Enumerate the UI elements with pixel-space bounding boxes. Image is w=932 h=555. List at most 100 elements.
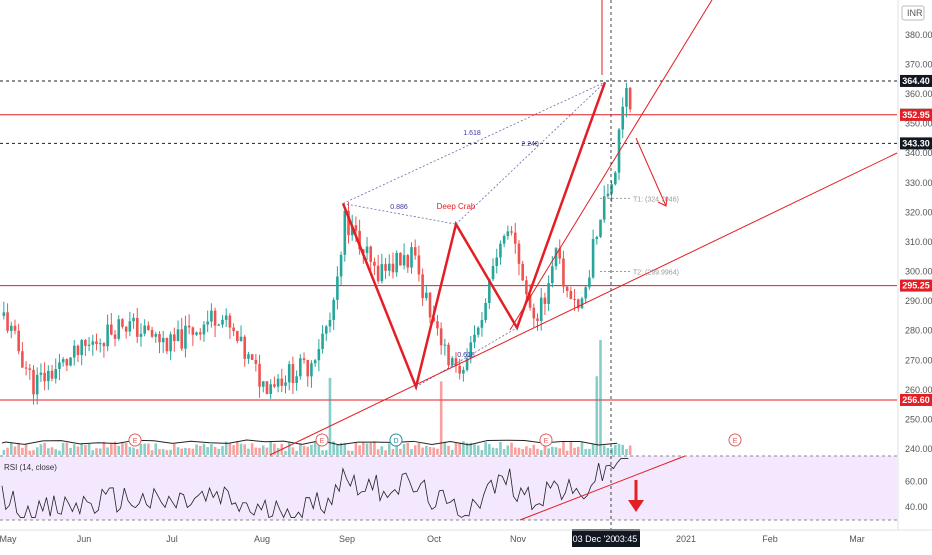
candle-body bbox=[35, 374, 39, 395]
candle-body bbox=[573, 298, 576, 300]
volume-bar bbox=[69, 447, 72, 455]
currency-box[interactable] bbox=[901, 5, 925, 21]
candle-body bbox=[2, 312, 6, 316]
volume-bar bbox=[336, 444, 339, 455]
candle-body bbox=[343, 210, 347, 255]
candle-body bbox=[210, 310, 213, 322]
volume-bar bbox=[9, 442, 13, 455]
candle-body bbox=[350, 225, 354, 236]
volume-bar bbox=[369, 442, 373, 455]
volume-bar bbox=[484, 442, 487, 455]
volume-bar bbox=[35, 447, 39, 455]
volume-bar bbox=[13, 446, 17, 455]
crosshair-date: 03 Dec '20 bbox=[573, 534, 616, 544]
event-marker[interactable] bbox=[539, 433, 553, 447]
candle-body bbox=[291, 364, 295, 383]
volume-bar bbox=[428, 446, 432, 455]
candle-body bbox=[502, 235, 506, 244]
candle-body bbox=[43, 372, 46, 382]
candle-body bbox=[21, 351, 24, 368]
y-tick-label: 370.00 bbox=[905, 59, 932, 69]
volume-bar bbox=[150, 450, 154, 455]
candle-body bbox=[558, 248, 562, 259]
candle-body bbox=[521, 263, 524, 281]
y-tick-label: 240.00 bbox=[905, 444, 932, 454]
candle-body bbox=[621, 106, 625, 130]
candle-body bbox=[488, 279, 491, 304]
candle-body bbox=[373, 261, 376, 266]
candle-body bbox=[17, 330, 20, 352]
candle-body bbox=[106, 324, 109, 347]
candle-body bbox=[499, 243, 502, 258]
event-marker-label: E bbox=[544, 438, 549, 445]
volume-bar bbox=[365, 443, 369, 455]
volume-bar bbox=[195, 444, 198, 455]
volume-bar bbox=[402, 444, 406, 455]
trend-line-upper bbox=[509, 0, 713, 331]
candle-body bbox=[150, 329, 154, 337]
candle-body bbox=[410, 247, 413, 268]
volume-bar bbox=[173, 443, 176, 455]
candle-body bbox=[265, 381, 269, 394]
x-tick-label: Jul bbox=[166, 534, 178, 544]
volume-bar bbox=[436, 448, 439, 455]
candle-body bbox=[584, 287, 587, 299]
volume-bar bbox=[132, 447, 135, 455]
candle-body bbox=[276, 378, 280, 387]
price-tag[interactable]: 295.25 bbox=[900, 279, 932, 292]
candle-body bbox=[336, 276, 339, 300]
volume-bar bbox=[610, 447, 613, 455]
volume-bar bbox=[347, 450, 350, 455]
candle-body bbox=[536, 318, 539, 321]
price-tag[interactable]: 343.30 bbox=[900, 137, 932, 150]
candle-body bbox=[517, 243, 521, 264]
candle-body bbox=[576, 299, 580, 309]
event-marker[interactable] bbox=[728, 433, 742, 447]
volume-bar bbox=[265, 447, 269, 455]
event-marker[interactable] bbox=[315, 433, 329, 447]
volume-bar bbox=[58, 450, 61, 455]
ratio-label: 2.240 bbox=[521, 141, 539, 148]
candle-body bbox=[135, 317, 139, 337]
price-tag-label: 256.60 bbox=[902, 395, 930, 405]
event-marker[interactable] bbox=[389, 433, 403, 447]
volume-bar bbox=[543, 443, 547, 455]
candle-body bbox=[439, 328, 443, 346]
volume-bar bbox=[72, 444, 76, 455]
harmonic-pattern-line bbox=[341, 81, 607, 392]
ratio-connector bbox=[342, 203, 457, 225]
candle-body bbox=[417, 255, 421, 275]
price-tag-box bbox=[900, 279, 932, 292]
candle-body bbox=[310, 363, 313, 377]
candle-body bbox=[391, 263, 395, 273]
volume-bar bbox=[313, 442, 317, 455]
volume-bar bbox=[591, 443, 595, 455]
price-tag[interactable]: 364.40 bbox=[900, 74, 932, 87]
volume-bar bbox=[113, 441, 117, 455]
candle-body bbox=[376, 265, 380, 282]
candle-body bbox=[250, 354, 254, 360]
candle-body bbox=[113, 334, 117, 339]
volume-bar bbox=[469, 442, 473, 455]
volume-bar bbox=[576, 446, 580, 455]
candle-body bbox=[358, 230, 361, 250]
volume-bar bbox=[273, 443, 276, 455]
volume-bar bbox=[573, 447, 576, 455]
volume-bar bbox=[98, 448, 102, 455]
candle-body bbox=[217, 324, 221, 326]
price-tag[interactable]: 256.60 bbox=[900, 393, 932, 406]
candle-body bbox=[302, 358, 306, 360]
event-marker[interactable] bbox=[128, 433, 142, 447]
volume-bar bbox=[614, 444, 617, 455]
x-tick-label: Jun bbox=[77, 534, 92, 544]
candle-body bbox=[347, 210, 350, 236]
candle-body bbox=[313, 360, 317, 364]
volume-bar bbox=[617, 443, 621, 455]
volume-bar bbox=[558, 448, 562, 455]
volume-bar bbox=[443, 441, 447, 455]
candle-body bbox=[191, 327, 195, 335]
y-tick-label: 350.00 bbox=[905, 119, 932, 129]
price-tag[interactable]: 352.95 bbox=[900, 108, 932, 121]
